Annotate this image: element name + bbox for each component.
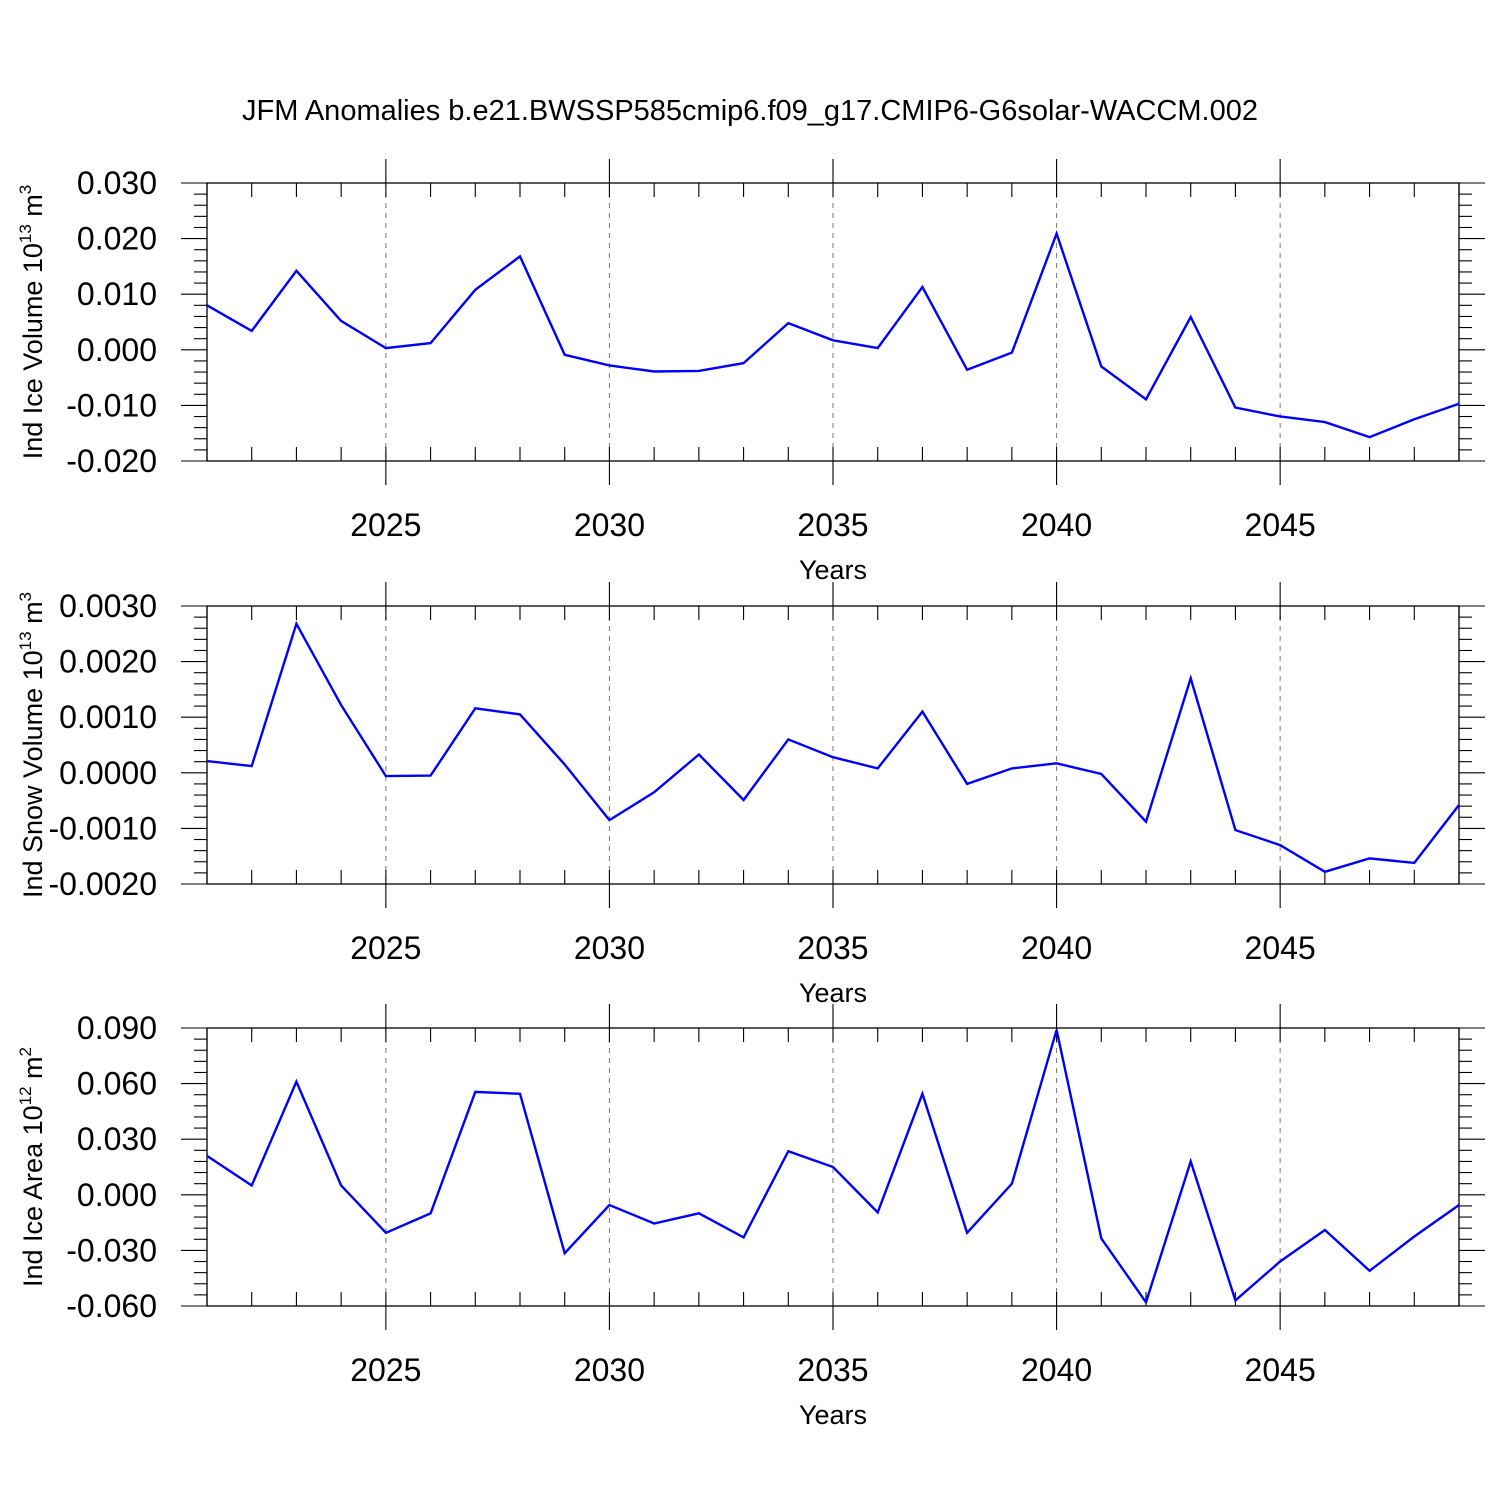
y-tick-label: -0.010	[66, 387, 157, 423]
panel-1: 2025 2030 2035 2040 2045 -0.020 -0.010 0.000 0.0…	[16, 159, 1485, 585]
x-tick-label: 2035	[797, 1352, 868, 1388]
y-tick-label: -0.020	[66, 443, 157, 479]
y-tick-label: 0.0000	[59, 755, 157, 791]
y-tick-label: -0.030	[66, 1232, 157, 1268]
y-tick-label: 0.0010	[59, 699, 157, 735]
x-axis-label: Years	[799, 978, 867, 1008]
series-line	[206, 620, 1460, 874]
x-tick-label: 2025	[350, 1352, 421, 1388]
panels: 2025 2030 2035 2040 2045 -0.020 -0.010 0.000 0.0…	[16, 159, 1485, 1430]
y-tick-label: 0.030	[77, 1121, 157, 1157]
y-axis-label-text: Ind Ice Area 10	[18, 1105, 48, 1287]
x-tick-label: 2025	[350, 507, 421, 543]
x-tick-label: 2045	[1245, 1352, 1316, 1388]
x-axis-label: Years	[799, 555, 867, 585]
x-axis-label: Years	[799, 1400, 867, 1430]
y-axis-label: Ind Ice Area 1012 m2	[16, 1047, 48, 1287]
x-tick-label: 2030	[574, 507, 645, 543]
y-axis-label-superscript: 13	[16, 631, 35, 650]
y-axis-label-superscript: 12	[16, 1086, 35, 1105]
y-tick-label: -0.0010	[48, 810, 157, 846]
x-tick-label: 2030	[574, 930, 645, 966]
chart-title: JFM Anomalies b.e21.BWSSP585cmip6.f09_g1…	[242, 95, 1258, 127]
series-line	[206, 230, 1460, 439]
x-tick-label: 2045	[1245, 930, 1316, 966]
panel-3: 2025 2030 2035 2040 2045 -0.060 -0.030 0.000 0.0…	[16, 1004, 1485, 1430]
y-tick-label: 0.020	[77, 221, 157, 257]
x-tick-label: 2025	[350, 930, 421, 966]
x-tick-label: 2040	[1021, 1352, 1092, 1388]
y-axis-label-text: m	[18, 194, 48, 224]
x-tick-label: 2035	[797, 930, 868, 966]
y-axis-label-superscript: 3	[16, 592, 35, 601]
y-axis-label-superscript: 2	[16, 1047, 35, 1056]
y-tick-label: 0.060	[77, 1066, 157, 1102]
y-axis-label-superscript: 3	[16, 185, 35, 194]
series-line	[206, 1029, 1460, 1305]
x-tick-label: 2040	[1021, 507, 1092, 543]
x-tick-label: 2040	[1021, 930, 1092, 966]
y-axis-label-text: Ind Ice Volume 10	[18, 243, 48, 459]
y-tick-label: -0.060	[66, 1288, 157, 1324]
panel-2: 2025 2030 2035 2040 2045 -0.0020 -0.0010 0.0000…	[16, 582, 1485, 1008]
y-axis-label-text: m	[18, 1056, 48, 1086]
y-axis-label: Ind Ice Volume 1013 m3	[16, 185, 48, 460]
y-tick-label: 0.030	[77, 165, 157, 201]
y-tick-label: 0.0020	[59, 644, 157, 680]
x-tick-label: 2030	[574, 1352, 645, 1388]
x-tick-label: 2045	[1245, 507, 1316, 543]
y-axis-label-text: m	[18, 601, 48, 631]
y-tick-label: 0.090	[77, 1010, 157, 1046]
x-tick-label: 2035	[797, 507, 868, 543]
y-tick-label: 0.000	[77, 332, 157, 368]
y-tick-label: -0.0020	[48, 866, 157, 902]
y-tick-label: 0.010	[77, 276, 157, 312]
y-axis-label-superscript: 13	[16, 224, 35, 243]
y-tick-label: 0.000	[77, 1177, 157, 1213]
y-axis-label: Ind Snow Volume 1013 m3	[16, 592, 48, 898]
y-tick-label: 0.0030	[59, 588, 157, 624]
y-axis-label-text: Ind Snow Volume 10	[18, 650, 48, 898]
